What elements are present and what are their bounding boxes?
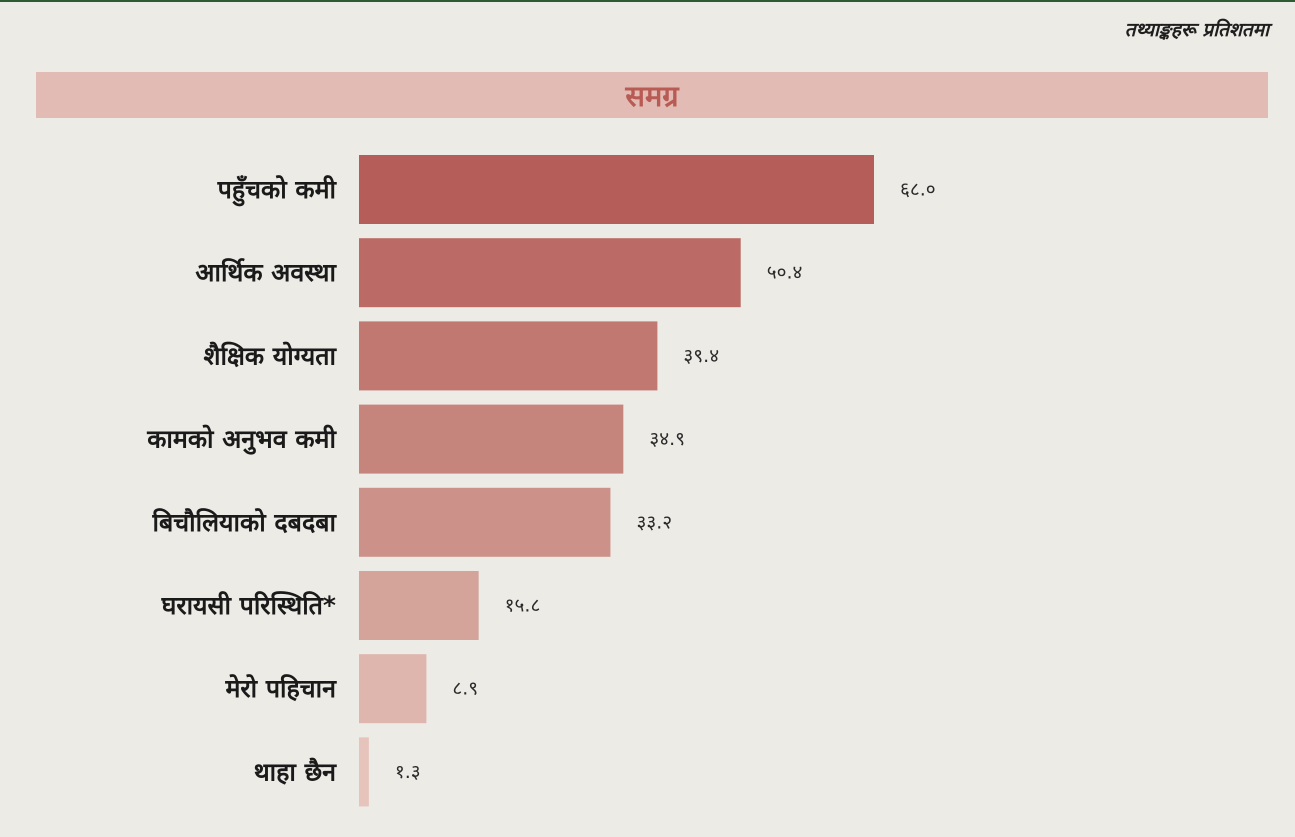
bar-7 <box>359 654 427 724</box>
bar-6 <box>359 571 479 640</box>
panel-title: समग्र <box>625 78 679 113</box>
category-label-7: मेरो पहिचान <box>224 674 337 703</box>
category-label-3: शैक्षिक योग्यता <box>203 341 337 370</box>
bar-3 <box>359 321 658 391</box>
value-label-7: ८.९ <box>452 678 478 700</box>
value-label-1: ६८.० <box>900 179 936 201</box>
panel-banner: समग्र <box>36 72 1268 118</box>
category-label-4: कामको अनुभव कमी <box>146 425 337 456</box>
category-label-1: पहुँचको कमी <box>217 175 338 207</box>
value-label-2: ५०.४ <box>767 262 803 284</box>
bar-1 <box>359 155 874 224</box>
bar-5 <box>359 487 611 557</box>
units-note: तथ्याङ्कहरू प्रतिशतमा <box>1124 19 1269 41</box>
value-label-5: ३३.२ <box>636 511 672 533</box>
bar-4 <box>359 404 624 474</box>
value-label-3: ३९.४ <box>683 345 719 367</box>
category-label-6: घरायसी परिस्थिति* <box>161 591 336 620</box>
top-rule <box>0 0 1295 2</box>
category-label-2: आर्थिक अवस्था <box>195 258 337 287</box>
value-label-8: १.३ <box>395 761 421 783</box>
value-label-6: १५.८ <box>505 595 541 617</box>
bar-8 <box>359 737 369 807</box>
bar-2 <box>359 238 741 308</box>
category-label-8: थाहा छैन <box>254 757 337 786</box>
value-label-4: ३४.९ <box>649 428 685 450</box>
category-label-5: बिचौलियाको दबदबा <box>152 508 338 537</box>
